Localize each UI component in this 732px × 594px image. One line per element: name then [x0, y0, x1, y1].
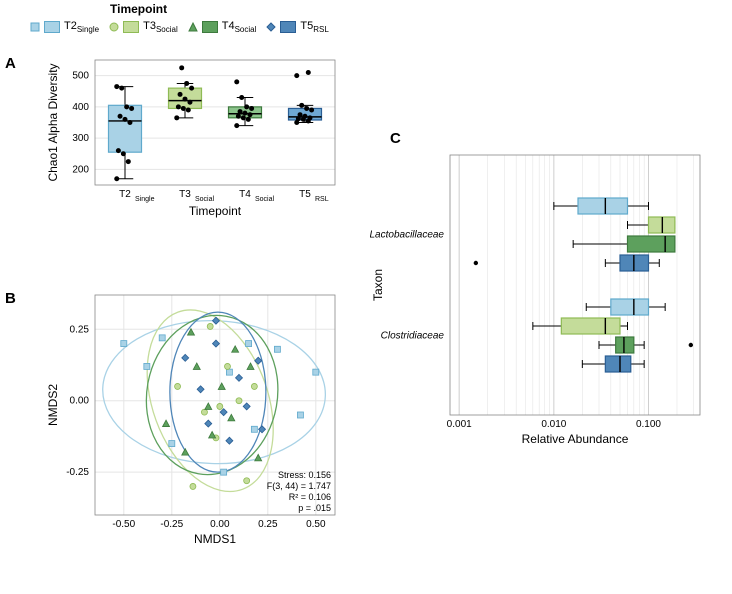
svg-text:-0.25: -0.25: [160, 519, 183, 530]
svg-text:Taxon: Taxon: [371, 269, 385, 301]
svg-text:T5: T5: [299, 189, 311, 200]
legend-items: T2Single T3Social T4Social T5RSL: [30, 20, 329, 34]
svg-text:0.25: 0.25: [258, 519, 278, 530]
svg-text:R² = 0.106: R² = 0.106: [289, 492, 331, 502]
svg-text:T3: T3: [179, 189, 191, 200]
legend-marker-icon: [188, 22, 198, 32]
svg-text:T4: T4: [239, 189, 251, 200]
svg-text:Social: Social: [195, 196, 215, 203]
svg-text:-0.25: -0.25: [66, 467, 89, 478]
svg-text:0.010: 0.010: [541, 419, 566, 430]
legend-item-T4: T4Social: [188, 20, 257, 34]
legend-swatch: [202, 21, 218, 33]
svg-text:Timepoint: Timepoint: [189, 204, 242, 218]
svg-text:200: 200: [72, 164, 89, 175]
legend-marker-icon: [109, 22, 119, 32]
panel-c-chart: 0.001 0.010 0.100 Lactobacillaceae Clostridi…: [370, 150, 710, 450]
panel-b-label: B: [5, 290, 16, 307]
legend-item-label: T2Single: [64, 20, 99, 34]
svg-text:T2: T2: [119, 189, 131, 200]
legend-marker-icon: [30, 22, 40, 32]
svg-text:-0.50: -0.50: [112, 519, 135, 530]
panel-a-chart: 200 300 400 500 T2 Single T3 Social T4 Social T5 RS…: [45, 55, 340, 220]
legend-item-T3: T3Social: [109, 20, 178, 34]
svg-text:Clostridiaceae: Clostridiaceae: [381, 331, 445, 342]
svg-text:0.50: 0.50: [306, 519, 326, 530]
legend: Timepoint T2Single T3Social T4Social T5R…: [30, 2, 329, 34]
legend-item-T2: T2Single: [30, 20, 99, 34]
svg-text:0.100: 0.100: [636, 419, 661, 430]
panel-c-label: C: [390, 130, 401, 147]
svg-text:Social: Social: [255, 196, 275, 203]
svg-text:Chao1 Alpha Diversity: Chao1 Alpha Diversity: [46, 63, 60, 181]
legend-item-label: T5RSL: [300, 20, 328, 34]
svg-text:500: 500: [72, 71, 89, 82]
svg-text:RSL: RSL: [315, 196, 329, 203]
svg-text:300: 300: [72, 133, 89, 144]
legend-item-label: T4Social: [222, 20, 257, 34]
svg-text:Single: Single: [135, 196, 155, 203]
svg-text:F(3, 44) = 1.747: F(3, 44) = 1.747: [267, 481, 331, 491]
svg-text:NMDS2: NMDS2: [46, 384, 60, 426]
svg-text:Lactobacillaceae: Lactobacillaceae: [370, 230, 444, 241]
svg-text:0.25: 0.25: [70, 324, 90, 335]
legend-title: Timepoint: [110, 2, 329, 16]
legend-swatch: [280, 21, 296, 33]
svg-text:NMDS1: NMDS1: [194, 532, 236, 546]
panel-b-chart: -0.50 -0.25 0.00 0.25 0.50 -0.25 0.00 0.25 Stres…: [45, 290, 340, 550]
legend-swatch: [44, 21, 60, 33]
legend-item-label: T3Social: [143, 20, 178, 34]
legend-marker-icon: [266, 22, 276, 32]
svg-text:0.00: 0.00: [210, 519, 230, 530]
svg-text:Stress: 0.156: Stress: 0.156: [278, 470, 331, 480]
svg-text:400: 400: [72, 102, 89, 113]
svg-text:0.001: 0.001: [447, 419, 472, 430]
legend-item-T5: T5RSL: [266, 20, 328, 34]
svg-text:Relative Abundance: Relative Abundance: [522, 432, 629, 446]
svg-text:0.00: 0.00: [70, 396, 90, 407]
panel-a-label: A: [5, 55, 16, 72]
legend-swatch: [123, 21, 139, 33]
svg-text:p = .015: p = .015: [298, 503, 331, 513]
